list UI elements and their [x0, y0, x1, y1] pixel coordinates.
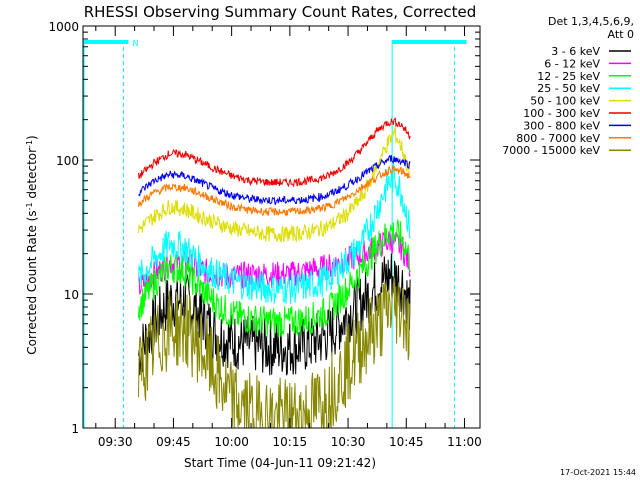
x-tick-label: 09:45	[156, 435, 191, 449]
x-tick-label: 10:00	[214, 435, 249, 449]
legend-label-5: 50 - 100 keV	[530, 95, 600, 108]
legend-label-9: 7000 - 15000 keV	[502, 144, 600, 157]
series-line-1	[138, 253, 411, 376]
legend-label-1: 3 - 6 keV	[551, 45, 600, 58]
x-tick-label: 10:30	[331, 435, 366, 449]
x-tick-label: 10:45	[389, 435, 424, 449]
y-tick-label: 10	[64, 288, 79, 302]
series-line-8	[138, 164, 411, 217]
y-tick-label: 1000	[48, 20, 79, 34]
series-line-3	[138, 219, 411, 338]
x-axis-label: Start Time (04-Jun-11 09:21:42)	[184, 456, 376, 470]
legend-header-line-1: Det 1,3,4,5,6,9,	[548, 15, 634, 28]
legend-label-2: 6 - 12 keV	[544, 57, 600, 70]
series-line-4	[138, 163, 411, 304]
y-tick-label: 1	[71, 422, 79, 436]
timestamp: 17-Oct-2021 15:44	[560, 468, 636, 477]
series-line-6	[138, 117, 411, 188]
y-tick-label: 100	[56, 154, 79, 168]
chart-title: RHESSI Observing Summary Count Rates, Co…	[84, 3, 477, 21]
night-marker-label: N	[132, 39, 138, 48]
legend-label-6: 100 - 300 keV	[523, 107, 600, 120]
y-axis-label: Corrected Count Rate (s-1 detector-1)	[25, 135, 40, 354]
x-tick-label: 11:00	[447, 435, 482, 449]
plot-frame	[82, 25, 481, 429]
legend-label-4: 25 - 50 keV	[537, 82, 600, 95]
x-tick-label: 09:30	[98, 435, 133, 449]
legend-header-line-2: Att 0	[608, 28, 634, 41]
legend-label-7: 300 - 800 keV	[523, 119, 600, 132]
series-line-5	[138, 126, 411, 243]
legend-label-8: 800 - 7000 keV	[516, 132, 600, 145]
legend-label-3: 12 - 25 keV	[537, 70, 600, 83]
series-line-7	[138, 155, 411, 206]
x-tick-label: 10:15	[273, 435, 308, 449]
